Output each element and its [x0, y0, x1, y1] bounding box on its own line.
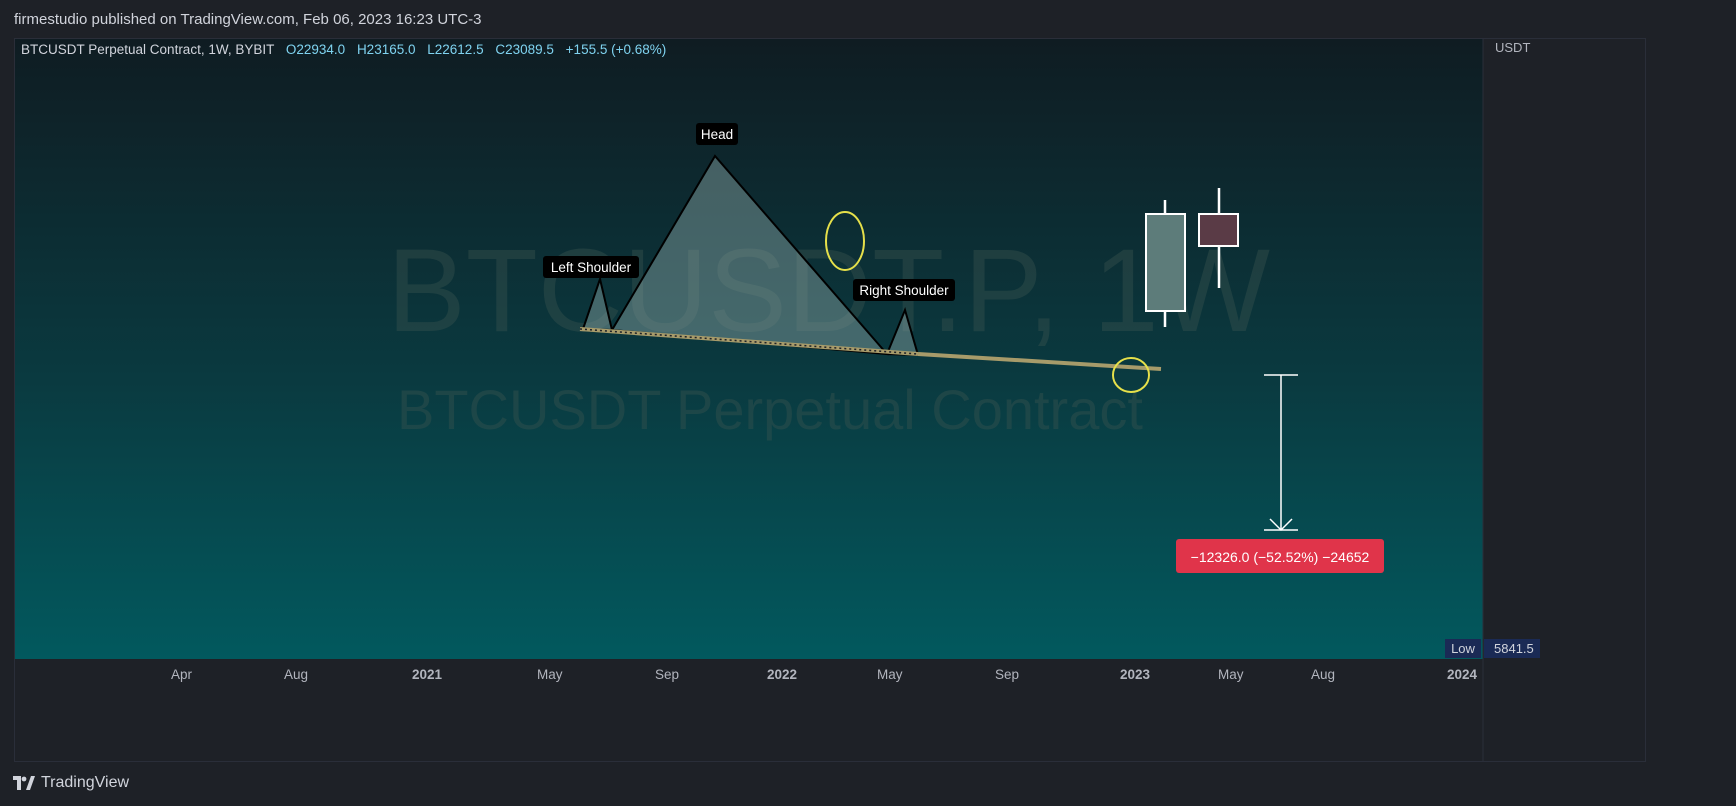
watermark-description: BTCUSDT Perpetual Contract [397, 378, 1143, 441]
tradingview-logo[interactable]: TradingView [13, 774, 129, 792]
legend-low: L22612.5 [427, 42, 483, 57]
x-tick-label: 2024 [1447, 667, 1478, 682]
legend-symbol: BTCUSDT Perpetual Contract, 1W, BYBIT [21, 42, 274, 57]
x-tick-label: 2023 [1120, 667, 1151, 682]
neckline-extension [917, 352, 1162, 371]
tradingview-logo-icon [13, 776, 35, 790]
footer-bar: TradingView [0, 762, 1736, 806]
right-shoulder-label-box [853, 279, 955, 301]
svg-text:BTCUSDT Perpetual Contract, 1W: BTCUSDT Perpetual Contract, 1W, BYBIT O2… [21, 42, 666, 57]
right-shoulder-label: Right Shoulder [859, 283, 949, 298]
publisher-line: firmestudio published on TradingView.com… [14, 11, 482, 28]
left-shoulder-label-box [543, 256, 639, 278]
left-shoulder-label: Left Shoulder [551, 260, 632, 275]
time-axis-panel [15, 659, 1645, 761]
low-marker-tag: Low [1451, 641, 1475, 656]
x-tick-label: Sep [655, 667, 679, 682]
publisher-bar: firmestudio published on TradingView.com… [0, 0, 1736, 38]
x-tick-label: 2022 [767, 667, 797, 682]
illustration-bear-candle [1198, 213, 1239, 247]
price-axis-unit: USDT [1495, 40, 1530, 55]
chart-legend: BTCUSDT Perpetual Contract, 1W, BYBIT O2… [21, 42, 666, 57]
highlight-circle [1112, 357, 1150, 393]
x-tick-label: May [1218, 667, 1244, 682]
watermark-symbol: BTCUSDT.P, 1W [387, 225, 1270, 357]
brand-name: TradingView [41, 774, 130, 791]
legend-open: O22934.0 [286, 42, 345, 57]
measure-label: −12326.0 (−52.52%) −24652 [1191, 549, 1370, 565]
measure-label-box [1176, 539, 1384, 573]
low-marker-value-box [1484, 639, 1540, 658]
x-tick-label: 2021 [412, 667, 443, 682]
highlight-circle [825, 211, 865, 271]
head-label-box [696, 123, 738, 145]
x-tick-label: May [537, 667, 563, 682]
head-label: Head [701, 127, 733, 142]
price-axis-panel [1483, 39, 1645, 659]
price-chart[interactable]: BTCUSDT.P, 1W BTCUSDT Perpetual Contract… [15, 39, 1645, 761]
chart-frame[interactable]: BTCUSDT.P, 1W BTCUSDT Perpetual Contract… [14, 38, 1646, 762]
x-tick-label: Apr [171, 667, 193, 682]
low-marker-value: 5841.5 [1494, 641, 1534, 656]
low-marker-tag-box [1445, 639, 1481, 658]
legend-change: +155.5 (+0.68%) [566, 42, 667, 57]
x-tick-label: Aug [284, 667, 308, 682]
illustration-bull-candle [1145, 213, 1186, 312]
neckline-dots [579, 328, 919, 355]
legend-high: H23165.0 [357, 42, 416, 57]
x-tick-label: Sep [995, 667, 1019, 682]
x-tick-label: May [877, 667, 903, 682]
legend-close: C23089.5 [495, 42, 554, 57]
x-tick-label: Aug [1311, 667, 1335, 682]
